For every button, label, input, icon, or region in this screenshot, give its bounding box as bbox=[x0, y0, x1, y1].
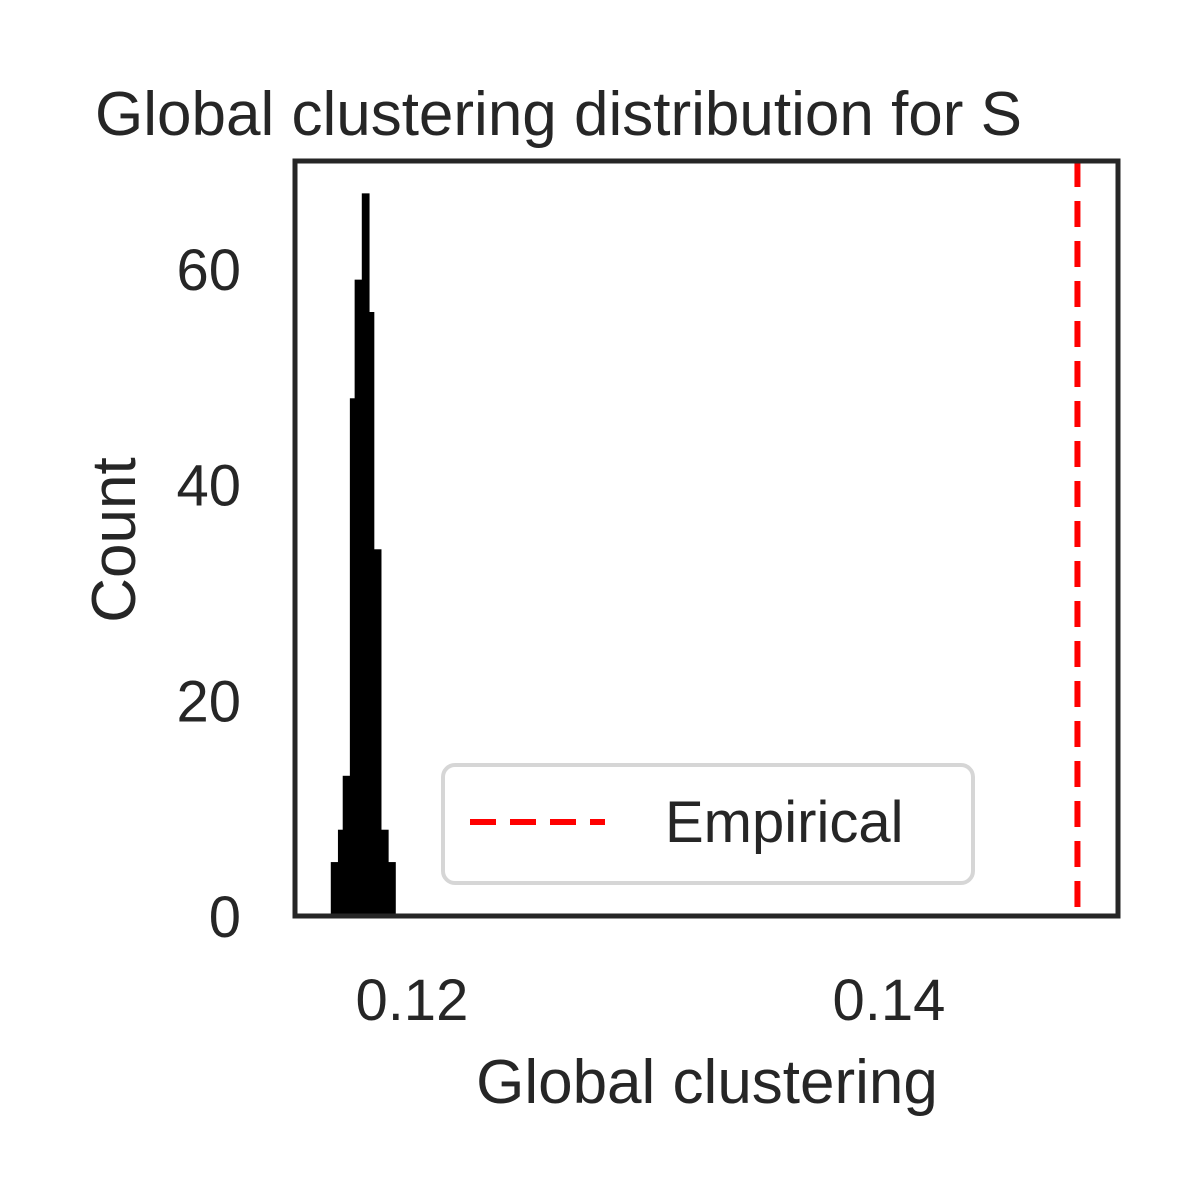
histogram-bar-4 bbox=[354, 279, 363, 917]
legend-box bbox=[441, 763, 975, 885]
histogram-bars bbox=[330, 193, 396, 917]
y-tick-label-0: 0 bbox=[209, 885, 241, 950]
histogram-bar-2 bbox=[342, 775, 351, 916]
histogram-bar-8 bbox=[380, 829, 389, 916]
y-tick-label-60: 60 bbox=[176, 238, 241, 303]
histogram-bar-3 bbox=[349, 398, 356, 916]
y-axis-ticks: 0 20 40 60 bbox=[176, 238, 241, 950]
histogram-bar-9 bbox=[388, 862, 396, 916]
y-axis-label: Count bbox=[80, 457, 149, 622]
legend-label-empirical: Empirical bbox=[665, 790, 904, 855]
y-tick-label-40: 40 bbox=[176, 454, 241, 519]
x-axis-ticks: 0.12 0.14 bbox=[355, 968, 945, 1033]
histogram-bar-7 bbox=[373, 549, 382, 916]
x-tick-label-0.12: 0.12 bbox=[355, 968, 468, 1033]
histogram-bar-6 bbox=[368, 312, 375, 916]
legend: Empirical bbox=[441, 763, 975, 885]
histogram-bar-5 bbox=[361, 193, 370, 916]
y-tick-label-20: 20 bbox=[176, 669, 241, 734]
x-axis-label: Global clustering bbox=[476, 1048, 938, 1117]
plot-frame bbox=[292, 158, 1121, 919]
histogram-bar-1 bbox=[337, 829, 344, 916]
histogram-bar-0 bbox=[330, 862, 339, 916]
chart-title: Global clustering distribution for S bbox=[95, 80, 1022, 149]
x-tick-label-0.14: 0.14 bbox=[833, 968, 946, 1033]
